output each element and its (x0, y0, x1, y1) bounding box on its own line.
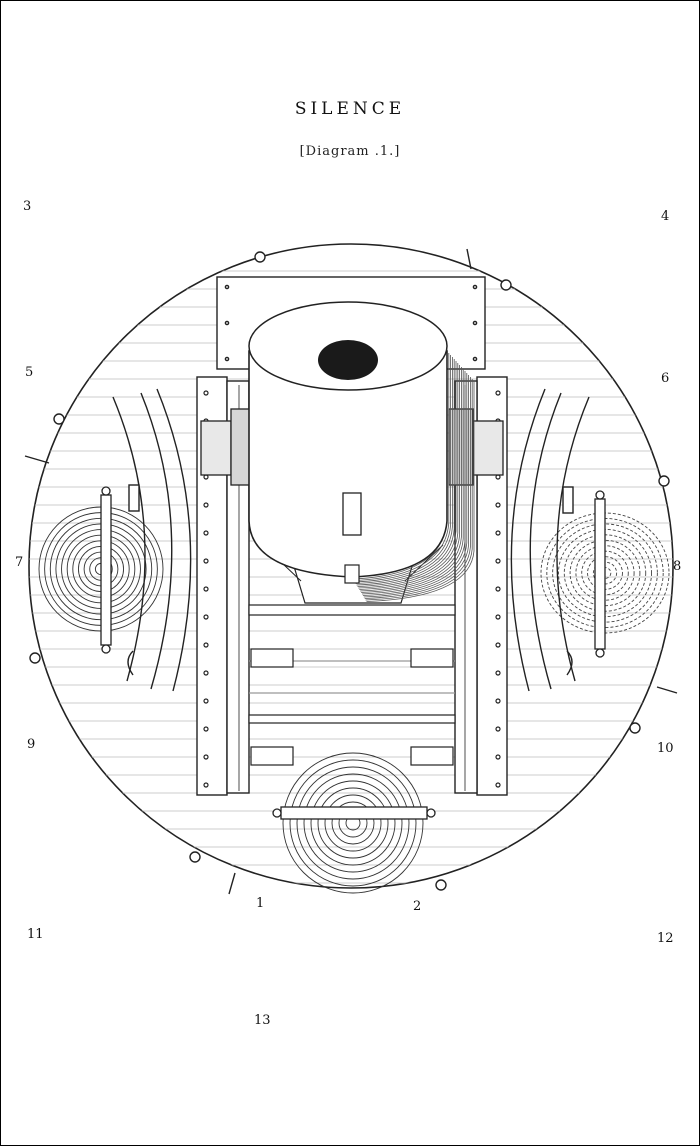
label-11: 11 (27, 927, 44, 942)
label-1: 1 (256, 896, 265, 911)
diagram-title: SILENCE (294, 99, 406, 119)
label-13: 13 (254, 1013, 271, 1028)
traverse-arcs (112, 388, 590, 692)
label-12: 12 (657, 931, 674, 946)
label-7: 7 (15, 555, 24, 570)
rope-coil-bottom (282, 752, 424, 894)
label-5: 5 (25, 365, 34, 380)
label-3: 3 (23, 199, 32, 214)
diagram-subtitle: [Diagram .1.] (299, 144, 401, 159)
coil-lashings (100, 486, 606, 820)
label-8: 8 (673, 559, 682, 574)
label-6: 6 (661, 371, 670, 386)
label-4: 4 (661, 209, 670, 224)
ring-bolts (24, 248, 678, 895)
label-10: 10 (657, 741, 674, 756)
label-9: 9 (27, 737, 36, 752)
transoms (248, 604, 456, 766)
mortar (248, 301, 475, 604)
label-2: 2 (413, 899, 422, 914)
